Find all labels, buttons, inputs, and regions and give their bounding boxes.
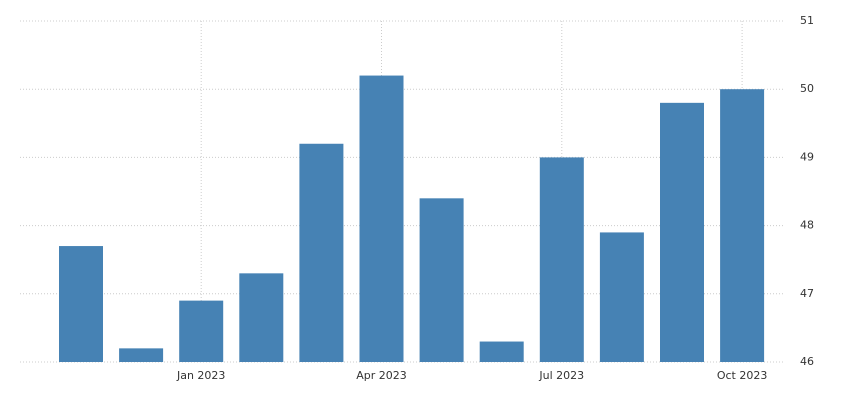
bar bbox=[660, 102, 704, 362]
bar bbox=[119, 348, 164, 362]
x-tick-label: Jan 2023 bbox=[176, 369, 225, 382]
y-tick-label: 51 bbox=[800, 14, 814, 27]
x-tick-label: Apr 2023 bbox=[356, 369, 407, 382]
bar bbox=[299, 143, 344, 362]
y-tick-label: 48 bbox=[800, 219, 814, 232]
x-tick-label: Jul 2023 bbox=[538, 369, 584, 382]
bar bbox=[359, 75, 404, 362]
x-tick-label: Oct 2023 bbox=[717, 369, 768, 382]
y-tick-label: 49 bbox=[800, 150, 814, 163]
bar bbox=[479, 341, 524, 362]
bar bbox=[539, 157, 584, 362]
y-tick-label: 50 bbox=[800, 82, 814, 95]
bar bbox=[59, 246, 103, 362]
y-tick-label: 46 bbox=[800, 355, 814, 368]
bar bbox=[179, 300, 224, 362]
y-tick-label: 47 bbox=[800, 287, 814, 300]
bar bbox=[599, 232, 644, 362]
bar bbox=[720, 89, 765, 362]
bar bbox=[239, 273, 284, 362]
bar bbox=[419, 198, 464, 362]
